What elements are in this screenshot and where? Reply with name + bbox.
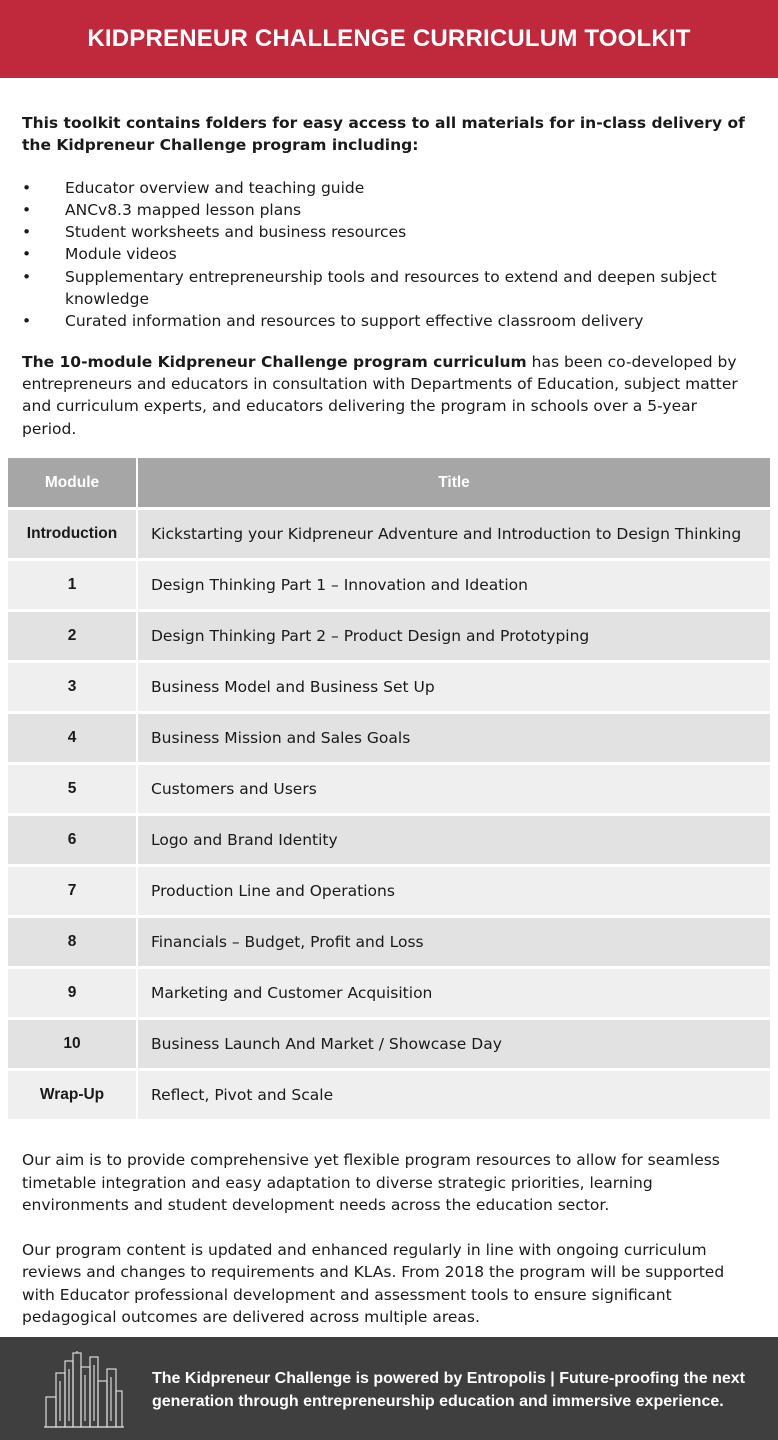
module-cell: 4 bbox=[8, 714, 138, 763]
list-item-text: Educator overview and teaching guide bbox=[65, 178, 365, 197]
bullet-icon: • bbox=[22, 178, 32, 197]
table-row: 2 Design Thinking Part 2 – Product Design… bbox=[8, 612, 770, 661]
table-row: 9 Marketing and Customer Acquisition bbox=[8, 969, 770, 1018]
title-cell: Production Line and Operations bbox=[138, 867, 770, 916]
intro-section: This toolkit contains folders for easy a… bbox=[0, 112, 778, 440]
module-column-header: Module bbox=[8, 458, 138, 508]
footer: The Kidpreneur Challenge is powered by E… bbox=[0, 1337, 778, 1440]
module-cell: 10 bbox=[8, 1020, 138, 1069]
table-row: 3 Business Model and Business Set Up bbox=[8, 663, 770, 712]
aim-paragraph: Our aim is to provide comprehensive yet … bbox=[22, 1151, 720, 1215]
list-item: • Curated information and resources to su… bbox=[22, 310, 756, 332]
page-header: KIDPRENEUR CHALLENGE CURRICULUM TOOLKIT bbox=[0, 0, 778, 78]
title-cell: Kickstarting your Kidpreneur Adventure a… bbox=[138, 510, 770, 559]
title-column-header: Title bbox=[138, 458, 770, 508]
module-table-body: Introduction Kickstarting your Kidpreneur… bbox=[8, 510, 770, 1120]
title-cell: Design Thinking Part 1 – Innovation and … bbox=[138, 561, 770, 610]
bullet-icon: • bbox=[22, 200, 32, 219]
module-cell: 6 bbox=[8, 816, 138, 865]
table-row: 1 Design Thinking Part 1 – Innovation and… bbox=[8, 561, 770, 610]
curriculum-paragraph: The 10-module Kidpreneur Challenge progr… bbox=[22, 351, 756, 440]
table-row: 8 Financials – Budget, Profit and Loss bbox=[8, 918, 770, 967]
list-item: • Student worksheets and business resourc… bbox=[22, 221, 756, 243]
table-header-row: Module Title bbox=[8, 458, 770, 508]
table-row: Introduction Kickstarting your Kidpreneur… bbox=[8, 510, 770, 559]
table-row: 5 Customers and Users bbox=[8, 765, 770, 814]
footer-text: The Kidpreneur Challenge is powered by E… bbox=[152, 1370, 745, 1410]
module-cell: 9 bbox=[8, 969, 138, 1018]
title-cell: Marketing and Customer Acquisition bbox=[138, 969, 770, 1018]
intro-text: This toolkit contains folders for easy a… bbox=[22, 114, 745, 155]
title-cell: Business Model and Business Set Up bbox=[138, 663, 770, 712]
module-cell: 8 bbox=[8, 918, 138, 967]
curriculum-rest: has been co-developed by entrepreneurs a… bbox=[22, 352, 738, 438]
list-item-text: Curated information and resources to sup… bbox=[65, 312, 644, 331]
list-item: • Supplementary entrepreneurship tools an… bbox=[22, 266, 756, 311]
table-row: 6 Logo and Brand Identity bbox=[8, 816, 770, 865]
title-cell: Customers and Users bbox=[138, 765, 770, 814]
list-item: • ANCv8.3 mapped lesson plans bbox=[22, 199, 756, 221]
list-item-text: ANCv8.3 mapped lesson plans bbox=[65, 200, 302, 219]
list-item-text: Supplementary entrepreneurship tools and… bbox=[65, 267, 717, 309]
title-cell: Business Mission and Sales Goals bbox=[138, 714, 770, 763]
title-cell: Reflect, Pivot and Scale bbox=[138, 1071, 770, 1120]
list-item-text: Module videos bbox=[65, 245, 177, 264]
page-title: KIDPRENEUR CHALLENGE CURRICULUM TOOLKIT bbox=[87, 25, 691, 52]
table-row: 7 Production Line and Operations bbox=[8, 867, 770, 916]
module-cell: 3 bbox=[8, 663, 138, 712]
updates-paragraph: Our program content is updated and enhan… bbox=[22, 1240, 725, 1327]
module-table: Module Title Introduction Kickstarting yo… bbox=[8, 455, 770, 1122]
module-cell: 2 bbox=[8, 612, 138, 661]
table-row: 4 Business Mission and Sales Goals bbox=[8, 714, 770, 763]
list-item-text: Student worksheets and business resource… bbox=[65, 223, 407, 242]
bullet-icon: • bbox=[22, 223, 32, 242]
city-skyline-icon bbox=[44, 1351, 124, 1428]
curriculum-lead: The 10-module Kidpreneur Challenge progr… bbox=[22, 352, 527, 371]
module-cell: Wrap-Up bbox=[8, 1071, 138, 1120]
list-item: • Educator overview and teaching guide bbox=[22, 177, 756, 199]
module-cell: 5 bbox=[8, 765, 138, 814]
outro-section: Our aim is to provide comprehensive yet … bbox=[0, 1149, 778, 1329]
bullet-icon: • bbox=[22, 312, 32, 331]
bullet-icon: • bbox=[22, 267, 32, 286]
list-item: • Module videos bbox=[22, 243, 756, 265]
title-cell: Logo and Brand Identity bbox=[138, 816, 770, 865]
title-cell: Business Launch And Market / Showcase Da… bbox=[138, 1020, 770, 1069]
module-cell: Introduction bbox=[8, 510, 138, 559]
module-cell: 1 bbox=[8, 561, 138, 610]
table-row: 10 Business Launch And Market / Showcase … bbox=[8, 1020, 770, 1069]
title-cell: Financials – Budget, Profit and Loss bbox=[138, 918, 770, 967]
bullet-icon: • bbox=[22, 245, 32, 264]
title-cell: Design Thinking Part 2 – Product Design … bbox=[138, 612, 770, 661]
table-row: Wrap-Up Reflect, Pivot and Scale bbox=[8, 1071, 770, 1120]
materials-list: • Educator overview and teaching guide • AN… bbox=[22, 177, 756, 333]
module-cell: 7 bbox=[8, 867, 138, 916]
